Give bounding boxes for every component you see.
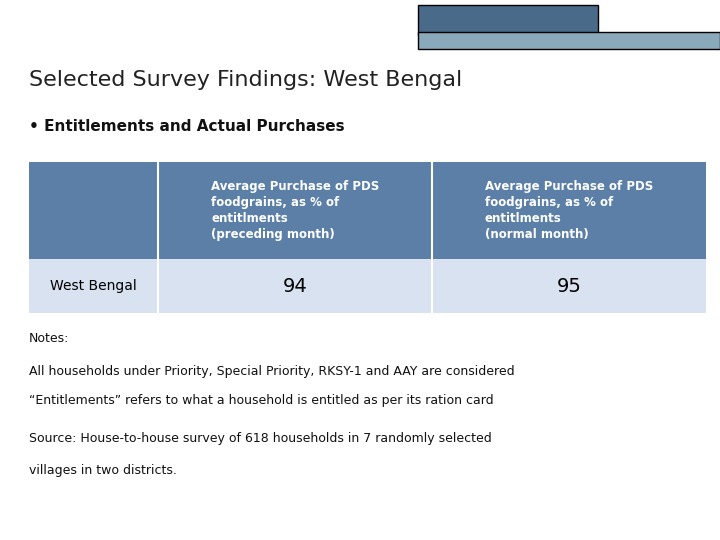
Text: Average Purchase of PDS
foodgrains, as % of
entitlments
(normal month): Average Purchase of PDS foodgrains, as %… [485, 180, 653, 241]
Text: Average Purchase of PDS
foodgrains, as % of
entitlments
(preceding month): Average Purchase of PDS foodgrains, as %… [211, 180, 379, 241]
Text: Notes:: Notes: [29, 332, 69, 345]
Text: villages in two districts.: villages in two districts. [29, 464, 176, 477]
Text: All households under Priority, Special Priority, RKSY-1 and AAY are considered: All households under Priority, Special P… [29, 364, 514, 377]
Text: Selected Survey Findings: West Bengal: Selected Survey Findings: West Bengal [29, 70, 462, 90]
Text: 95: 95 [557, 276, 581, 296]
Text: • Entitlements and Actual Purchases: • Entitlements and Actual Purchases [29, 119, 344, 134]
Text: “Entitlements” refers to what a household is entitled as per its ration card: “Entitlements” refers to what a househol… [29, 394, 493, 407]
FancyBboxPatch shape [29, 259, 706, 313]
FancyBboxPatch shape [29, 162, 706, 259]
Text: Source: House-to-house survey of 618 households in 7 randomly selected: Source: House-to-house survey of 618 hou… [29, 432, 492, 445]
Text: West Bengal: West Bengal [50, 279, 137, 293]
Text: 94: 94 [283, 276, 307, 296]
